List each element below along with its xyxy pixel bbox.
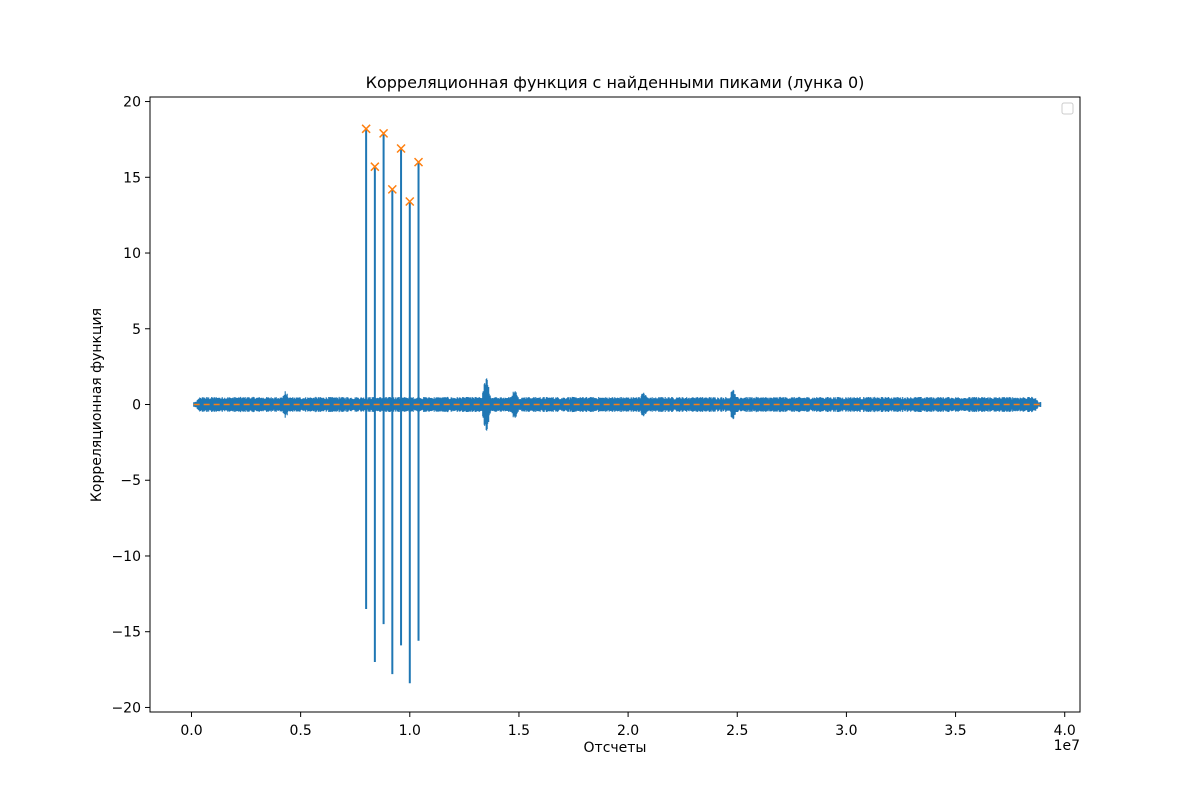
peak-marker-stroke — [413, 157, 424, 167]
peak-marker-stroke — [396, 143, 406, 154]
y-tick-label: 10 — [123, 246, 141, 262]
peak-marker — [405, 196, 415, 207]
peak-marker-stroke — [361, 124, 371, 134]
y-tick-label: −5 — [120, 473, 141, 489]
peak-marker — [361, 124, 371, 134]
plot-data-layer — [193, 124, 1042, 684]
y-axis-label: Корреляционная функция — [89, 308, 105, 502]
peak-marker — [387, 184, 397, 194]
chart-title: Корреляционная функция с найденными пика… — [366, 73, 865, 92]
x-tick-label: 3.0 — [835, 723, 857, 739]
peak-marker — [396, 143, 406, 154]
peak-marker-stroke — [370, 162, 380, 172]
peak-marker — [370, 162, 380, 172]
x-tick-label: 0.0 — [180, 723, 202, 739]
y-tick-label: −10 — [111, 549, 141, 565]
y-tick-label: 15 — [123, 170, 141, 186]
y-tick-label: 20 — [123, 95, 141, 111]
legend-box — [1061, 102, 1074, 115]
peak-marker — [413, 157, 424, 167]
x-tick-label: 3.5 — [944, 723, 966, 739]
x-axis-offset-label: 1e7 — [1054, 738, 1080, 754]
peak-marker-stroke — [387, 184, 397, 194]
x-tick-label: 1.0 — [399, 723, 421, 739]
x-tick-label: 2.5 — [726, 723, 748, 739]
peak-marker — [379, 128, 389, 138]
peak-marker-stroke — [405, 196, 415, 207]
x-axis-label: Отсчеты — [584, 740, 647, 756]
y-axis-ticks: 20 15 10 5 0 −5 −10 −15 −20 — [111, 95, 150, 716]
x-tick-label: 1.5 — [508, 723, 530, 739]
y-tick-label: 5 — [132, 322, 141, 338]
x-axis-ticks: 0.0 0.5 1.0 1.5 2.0 2.5 3.0 3.5 4.0 — [180, 712, 1076, 739]
x-tick-label: 0.5 — [290, 723, 312, 739]
y-tick-label: −20 — [111, 700, 141, 716]
peak-marker-stroke — [379, 128, 389, 138]
x-tick-label: 4.0 — [1054, 723, 1076, 739]
y-tick-label: 0 — [132, 398, 141, 414]
y-tick-label: −15 — [111, 625, 141, 641]
x-tick-label: 2.0 — [617, 723, 639, 739]
